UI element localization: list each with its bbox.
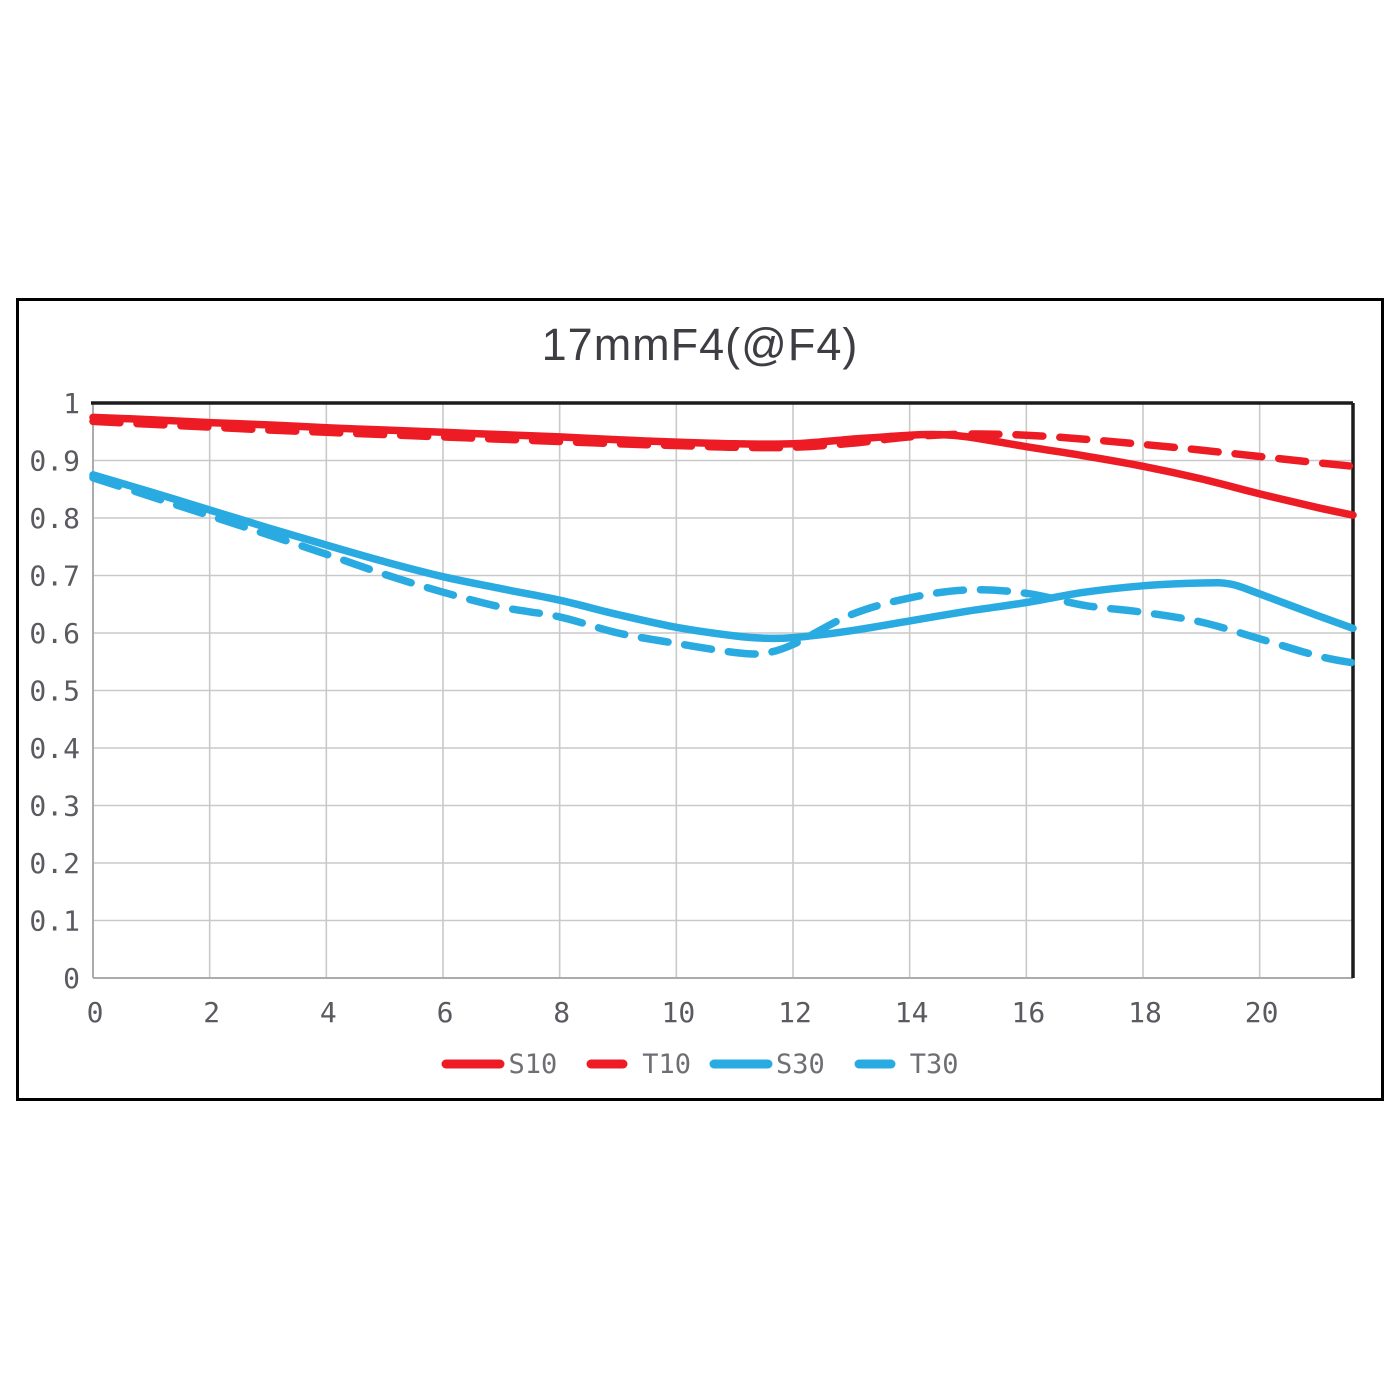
svg-text:16: 16 [1011,996,1045,1029]
svg-text:6: 6 [437,996,454,1029]
chart-frame [16,298,1384,1101]
svg-text:0.1: 0.1 [29,905,80,938]
legend-item-s10: S10 [441,1049,557,1080]
svg-text:14: 14 [895,996,929,1029]
chart-legend: S10 T10 S30 T30 [17,1042,1383,1086]
series-T10 [89,417,1357,471]
legend-label-t30: T30 [909,1048,959,1080]
svg-text:0.5: 0.5 [29,675,80,708]
legend-label-s10: S10 [508,1048,558,1080]
legend-item-s30: S30 [709,1049,825,1080]
legend-label-s30: S30 [776,1048,825,1080]
legend-item-t30: T30 [843,1049,959,1080]
svg-text:10: 10 [661,996,695,1029]
x-tick-labels: 0 2 4 6 8 10 12 14 16 18 20 [87,996,1279,1029]
svg-text:0: 0 [87,996,104,1029]
svg-text:0.6: 0.6 [29,617,80,650]
svg-text:12: 12 [778,996,812,1029]
svg-text:0: 0 [63,962,80,995]
svg-text:20: 20 [1245,996,1279,1029]
svg-text:18: 18 [1128,996,1162,1029]
svg-text:1: 1 [63,387,80,420]
svg-text:0.9: 0.9 [29,445,80,478]
svg-text:0.8: 0.8 [29,502,80,535]
series-S30 [89,471,1357,643]
svg-text:8: 8 [553,996,570,1029]
series-T30 [89,474,1357,667]
legend-dashed-line-icon [854,1059,896,1069]
chart-title: 17mmF4(@F4) [541,319,859,370]
svg-text:0.2: 0.2 [29,847,80,880]
legend-dashed-line-icon [586,1059,628,1069]
svg-text:0.3: 0.3 [29,790,80,823]
legend-item-t10: T10 [575,1049,691,1080]
legend-label-t10: T10 [642,1048,691,1080]
svg-text:0.7: 0.7 [29,560,80,593]
svg-text:0.4: 0.4 [29,732,80,765]
y-tick-labels: 0 0.1 0.2 0.3 0.4 0.5 0.6 0.7 0.8 0.9 1 [29,387,80,995]
svg-text:2: 2 [203,996,220,1029]
legend-solid-line-icon [709,1059,773,1069]
svg-text:4: 4 [320,996,337,1029]
grid-lines [93,403,1353,979]
legend-solid-line-icon [441,1059,505,1069]
